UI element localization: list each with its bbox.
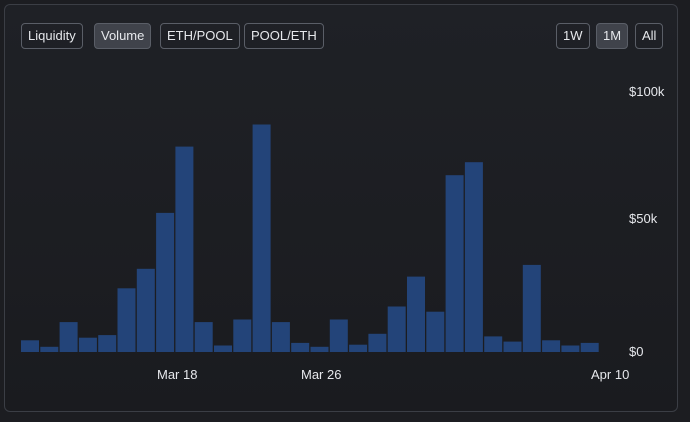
y-tick-label: $100k [629, 84, 665, 99]
volume-bar[interactable] [464, 162, 483, 352]
volume-bar[interactable] [98, 335, 117, 352]
volume-bar[interactable] [484, 336, 503, 352]
volume-bar[interactable] [40, 346, 59, 352]
tab-volume[interactable]: Volume [94, 23, 152, 49]
volume-bar[interactable] [291, 342, 310, 352]
volume-bar[interactable] [117, 288, 136, 352]
volume-bar[interactable] [271, 322, 290, 352]
volume-bar[interactable] [156, 212, 175, 352]
volume-bar[interactable] [310, 346, 329, 352]
volume-bar[interactable] [349, 344, 368, 352]
volume-bar[interactable] [445, 175, 464, 352]
volume-bar[interactable] [21, 340, 39, 352]
range-1w-button[interactable]: 1W [556, 23, 590, 49]
tab-pool-eth[interactable]: POOL/ETH [244, 23, 324, 49]
volume-bar[interactable] [407, 276, 425, 352]
volume-bar[interactable] [561, 345, 580, 353]
volume-bar[interactable] [542, 340, 561, 352]
x-tick-label: Mar 18 [157, 367, 198, 382]
x-tick-label: Apr 10 [591, 367, 630, 382]
volume-bar[interactable] [426, 311, 445, 352]
volume-bar[interactable] [233, 319, 252, 353]
volume-bar[interactable] [387, 306, 406, 353]
volume-bar[interactable] [175, 146, 194, 352]
tab-eth-pool[interactable]: ETH/POOL [160, 23, 240, 49]
volume-bar[interactable] [522, 264, 541, 352]
range-all-button[interactable]: All [635, 23, 664, 49]
volume-bar[interactable] [214, 345, 232, 353]
tab-liquidity[interactable]: Liquidity [21, 23, 83, 49]
x-tick-label: Mar 26 [301, 367, 342, 382]
range-1m-button[interactable]: 1M [596, 23, 629, 49]
volume-bar[interactable] [252, 124, 271, 353]
volume-bar[interactable] [329, 319, 348, 353]
volume-bar[interactable] [368, 333, 387, 352]
y-tick-label: $50k [629, 211, 658, 226]
volume-bar[interactable] [78, 337, 97, 352]
volume-bar[interactable] [59, 322, 78, 352]
volume-bar[interactable] [136, 268, 155, 352]
volume-bar[interactable] [580, 342, 599, 352]
volume-bar[interactable] [194, 322, 213, 352]
y-tick-label: $0 [629, 344, 644, 359]
volume-bar[interactable] [503, 341, 522, 352]
